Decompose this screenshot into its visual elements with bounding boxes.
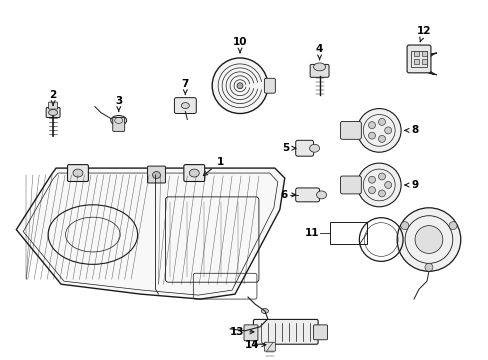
Ellipse shape (189, 169, 199, 177)
FancyBboxPatch shape (48, 102, 58, 109)
Circle shape (368, 187, 375, 194)
Circle shape (424, 264, 432, 271)
Circle shape (368, 132, 375, 139)
FancyBboxPatch shape (183, 165, 204, 181)
Circle shape (378, 173, 385, 180)
Circle shape (357, 109, 400, 152)
FancyBboxPatch shape (46, 108, 60, 117)
FancyBboxPatch shape (147, 166, 165, 183)
Ellipse shape (309, 144, 319, 152)
Text: 13: 13 (229, 327, 253, 337)
FancyBboxPatch shape (340, 176, 361, 194)
Ellipse shape (181, 103, 189, 109)
Circle shape (378, 118, 385, 125)
Circle shape (396, 208, 460, 271)
FancyBboxPatch shape (406, 45, 430, 73)
Text: 3: 3 (115, 96, 122, 111)
Text: 4: 4 (315, 44, 323, 60)
Polygon shape (16, 168, 284, 299)
Bar (421, 51, 426, 56)
Text: 2: 2 (49, 90, 57, 105)
Circle shape (378, 190, 385, 197)
Circle shape (357, 163, 400, 207)
Text: 10: 10 (232, 37, 247, 53)
Circle shape (378, 135, 385, 142)
Text: 9: 9 (404, 180, 418, 190)
FancyBboxPatch shape (309, 64, 328, 77)
Circle shape (414, 226, 442, 253)
Bar (421, 59, 426, 64)
Bar (329, 222, 366, 243)
FancyBboxPatch shape (67, 165, 88, 181)
Bar (410, 51, 426, 67)
FancyBboxPatch shape (340, 121, 361, 139)
Text: 12: 12 (416, 26, 430, 42)
Circle shape (384, 181, 391, 188)
FancyBboxPatch shape (253, 319, 317, 344)
Text: 11: 11 (304, 228, 318, 238)
Ellipse shape (316, 191, 326, 199)
FancyBboxPatch shape (295, 188, 319, 202)
FancyBboxPatch shape (174, 98, 196, 113)
Bar (413, 51, 418, 56)
Circle shape (368, 122, 375, 129)
Text: 8: 8 (404, 125, 418, 135)
FancyBboxPatch shape (244, 325, 257, 341)
Ellipse shape (313, 63, 325, 71)
FancyBboxPatch shape (295, 140, 313, 156)
Ellipse shape (152, 172, 160, 179)
Text: 1: 1 (203, 157, 224, 176)
Ellipse shape (48, 109, 58, 116)
Ellipse shape (111, 116, 126, 125)
FancyBboxPatch shape (313, 325, 327, 340)
Circle shape (448, 222, 456, 230)
Text: 14: 14 (244, 340, 265, 350)
Text: 6: 6 (280, 190, 295, 200)
FancyBboxPatch shape (113, 117, 124, 131)
Circle shape (384, 127, 391, 134)
Circle shape (237, 83, 243, 89)
Text: 7: 7 (181, 79, 189, 94)
FancyBboxPatch shape (264, 78, 275, 93)
Ellipse shape (73, 169, 83, 177)
Bar (413, 59, 418, 64)
Circle shape (368, 176, 375, 183)
Circle shape (400, 222, 408, 230)
Circle shape (212, 58, 267, 113)
Text: 5: 5 (282, 143, 295, 153)
FancyBboxPatch shape (264, 342, 275, 351)
Ellipse shape (261, 309, 268, 314)
